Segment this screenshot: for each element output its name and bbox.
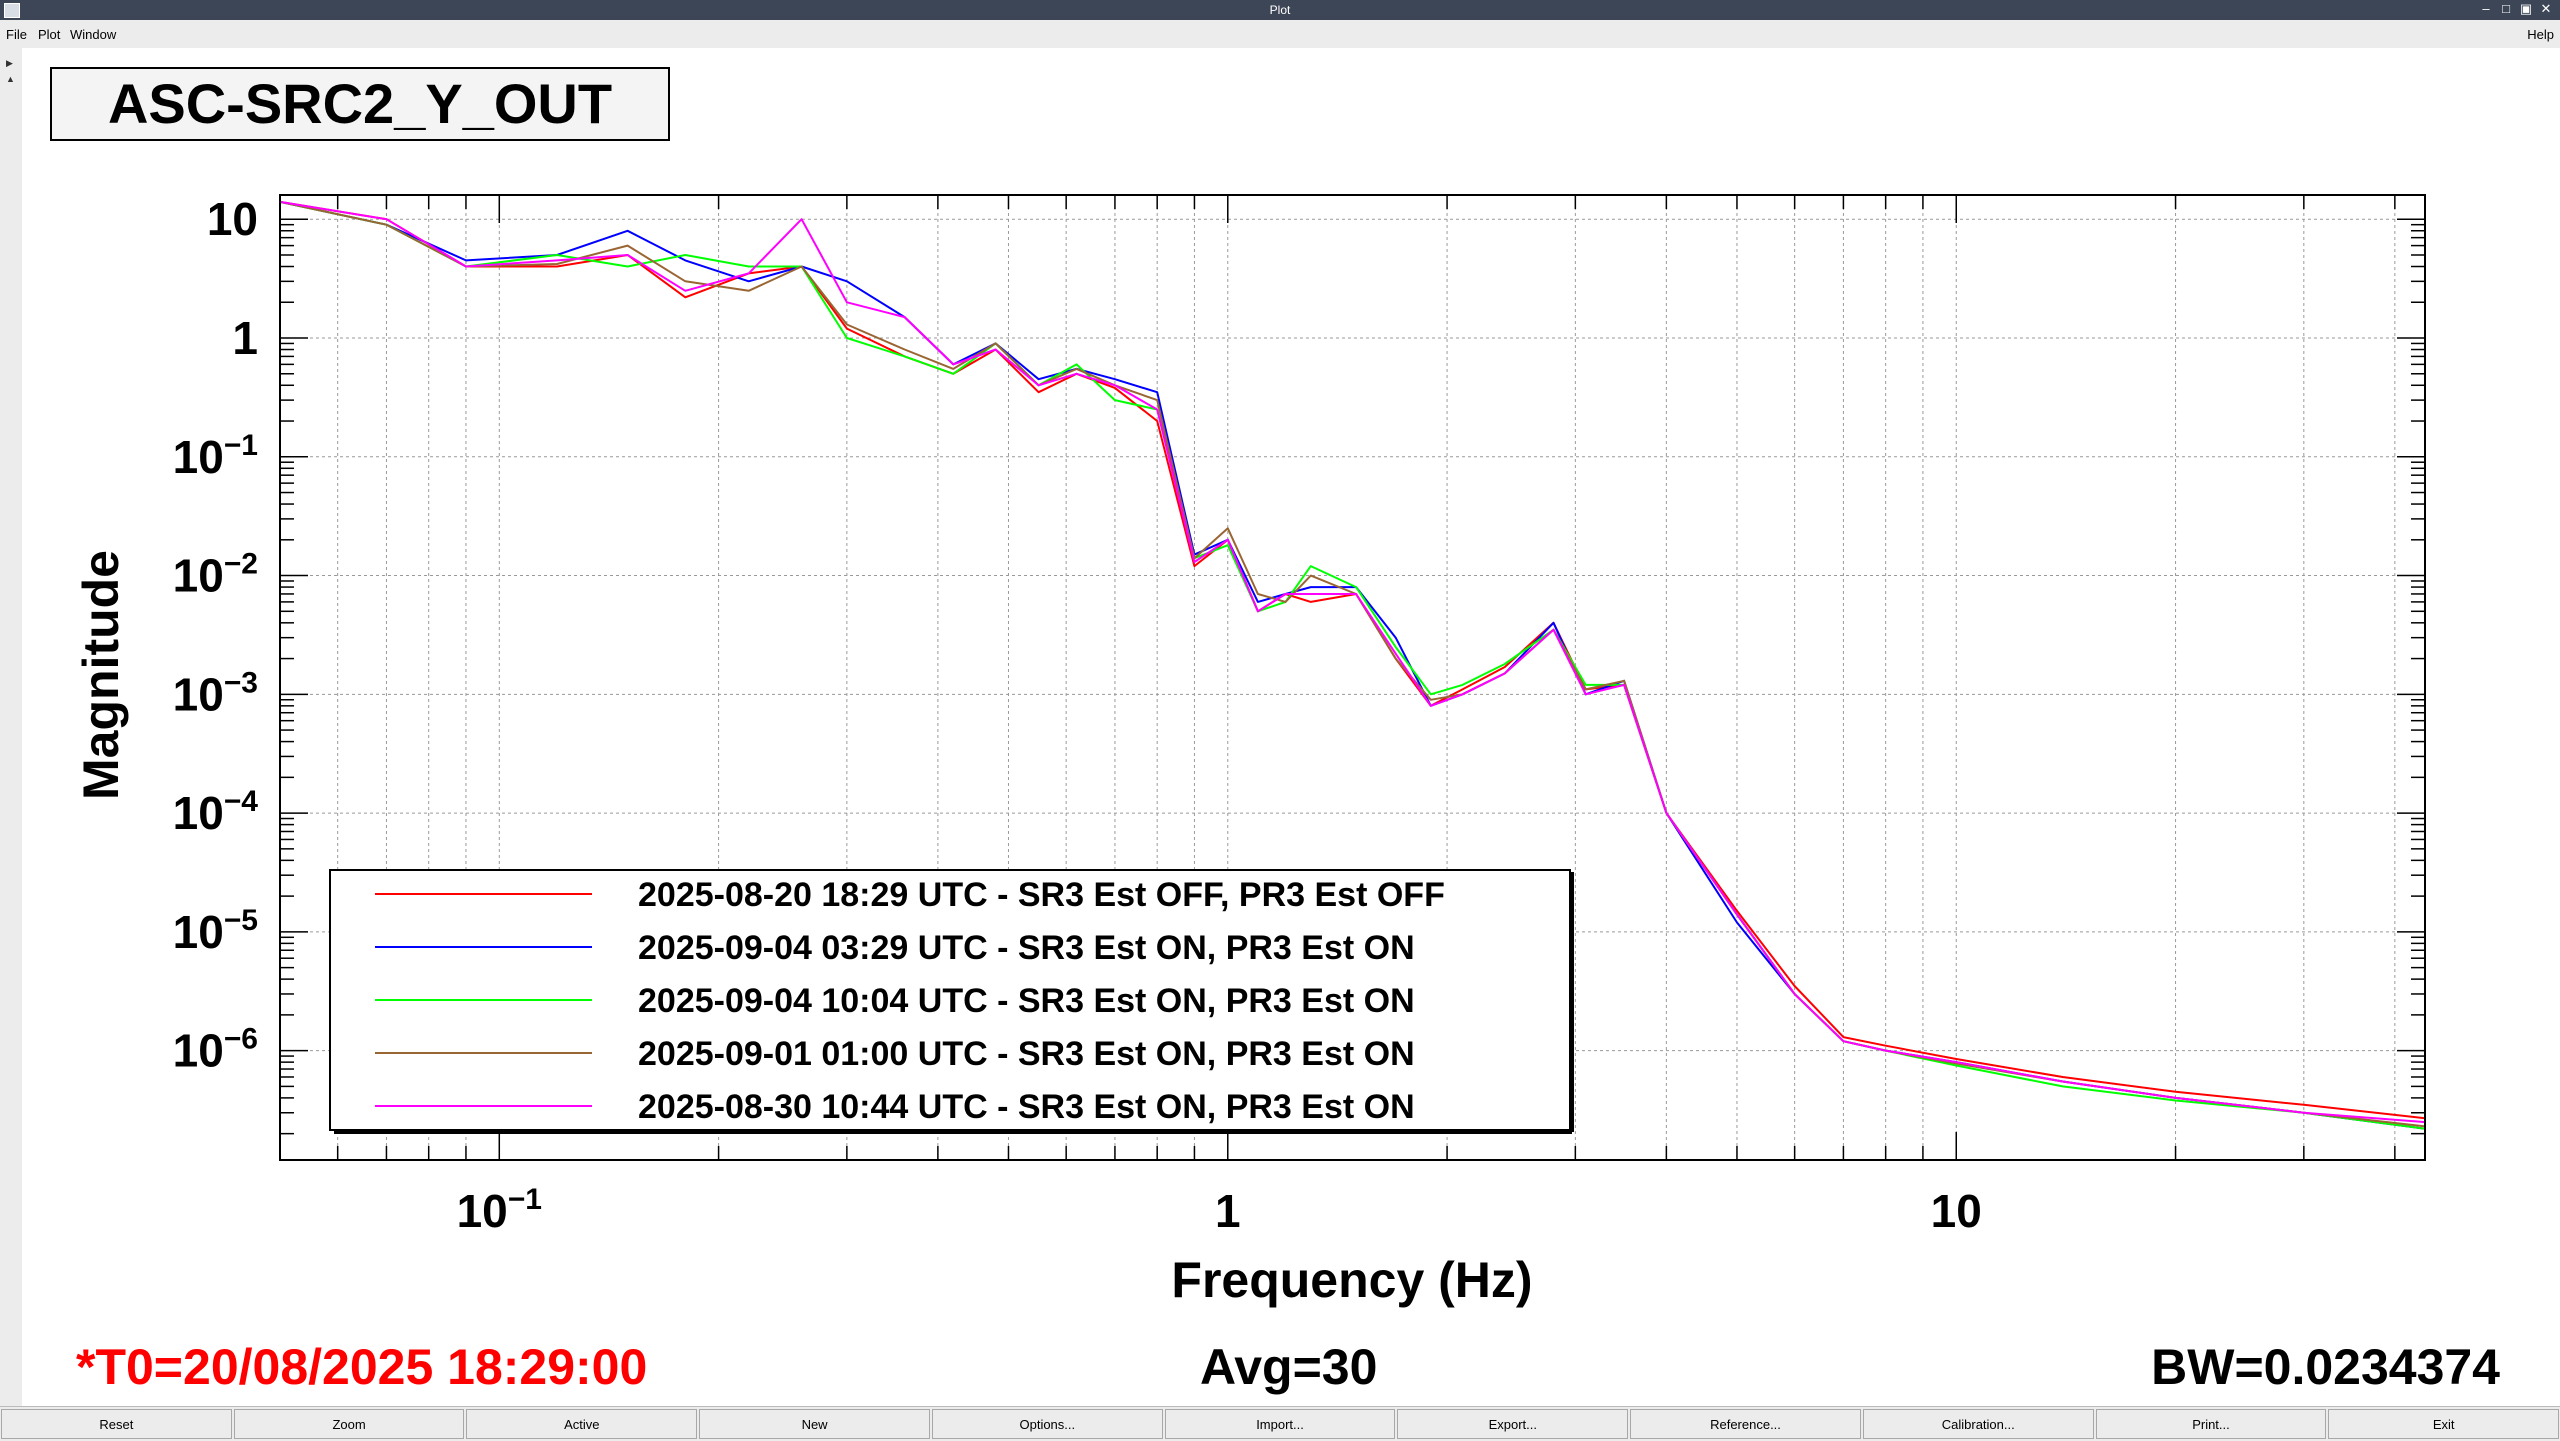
- window-title: Plot: [1269, 3, 1291, 17]
- trace-title: ASC-SRC2_Y_OUT: [50, 67, 670, 141]
- t0-label: *T0=20/08/2025 18:29:00: [76, 1339, 648, 1395]
- plot-canvas: [22, 48, 2560, 1406]
- button-bar: Reset Zoom Active New Options... Import.…: [0, 1406, 2560, 1441]
- menu-plot[interactable]: Plot: [38, 27, 61, 42]
- menu-window[interactable]: Window: [70, 27, 117, 42]
- calibration-button[interactable]: Calibration...: [1862, 1409, 2094, 1439]
- window-titlebar: Plot – □ ▣ ✕: [0, 0, 2560, 20]
- expand-up-icon[interactable]: ▲: [6, 74, 15, 84]
- side-gutter: ▶ ▲: [0, 48, 23, 1406]
- menu-file[interactable]: File: [6, 27, 27, 42]
- options-button[interactable]: Options...: [931, 1409, 1163, 1439]
- avg-label: Avg=30: [1200, 1339, 1378, 1395]
- new-button[interactable]: New: [699, 1409, 930, 1439]
- restore-icon[interactable]: ▣: [2519, 1, 2533, 16]
- menu-bar: File Plot Window Help: [0, 20, 2560, 49]
- app-icon: [4, 3, 20, 18]
- active-button[interactable]: Active: [466, 1409, 698, 1439]
- zoom-button[interactable]: Zoom: [233, 1409, 465, 1439]
- export-button[interactable]: Export...: [1397, 1409, 1629, 1439]
- reset-button[interactable]: Reset: [1, 1409, 232, 1439]
- exit-button[interactable]: Exit: [2328, 1409, 2560, 1439]
- import-button[interactable]: Import...: [1164, 1409, 1396, 1439]
- minimize-icon[interactable]: –: [2482, 1, 2490, 16]
- print-button[interactable]: Print...: [2095, 1409, 2327, 1439]
- close-icon[interactable]: ✕: [2540, 1, 2552, 16]
- expand-right-icon[interactable]: ▶: [6, 58, 13, 68]
- reference-button[interactable]: Reference...: [1630, 1409, 1861, 1439]
- bw-label: BW=0.0234374: [2151, 1339, 2500, 1395]
- menu-help[interactable]: Help: [2527, 27, 2554, 42]
- maximize-icon[interactable]: □: [2502, 1, 2510, 16]
